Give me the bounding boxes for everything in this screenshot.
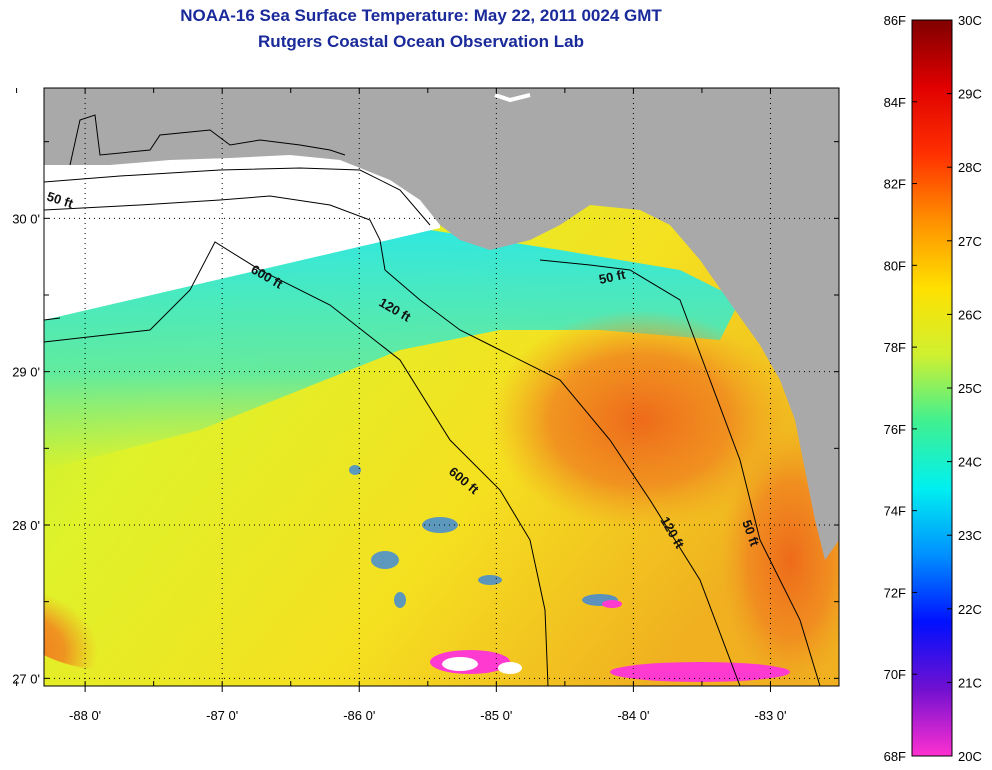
celsius-label: 28C: [958, 160, 982, 175]
celsius-label: 30C: [958, 13, 982, 28]
lon-tick-label: -86 0': [343, 708, 375, 723]
lat-tick-label: 28 0': [12, 518, 40, 533]
lon-tick-label: -83 0': [754, 708, 786, 723]
celsius-label: 27C: [958, 234, 982, 249]
celsius-label: 24C: [958, 455, 982, 470]
lat-tick-label: 29 0': [12, 365, 40, 380]
contour-600ft: [44, 241, 549, 686]
temperature-colorbar: 86F 84F 82F 80F 78F 76F 74F 72F 70F 68F 30C 29C 28C…: [884, 13, 982, 764]
fahrenheit-label: 82F: [884, 177, 906, 192]
celsius-label: 22C: [958, 602, 982, 617]
fahrenheit-label: 76F: [884, 422, 906, 437]
celsius-labels: 30C 29C 28C 27C 26C 25C 24C 23C 22C 21C 20C: [947, 13, 982, 764]
fahrenheit-label: 86F: [884, 13, 906, 28]
fahrenheit-label: 78F: [884, 340, 906, 355]
fahrenheit-label: 80F: [884, 258, 906, 273]
sst-imagery: [44, 88, 839, 686]
colorbar-bar: [911, 19, 953, 757]
cloud-mask: [430, 600, 790, 682]
contour-120ft-north: [44, 195, 386, 271]
lon-tick-label: -85 0': [480, 708, 512, 723]
celsius-label: 25C: [958, 381, 982, 396]
celsius-label: 29C: [958, 87, 982, 102]
lon-tick-label: -84 0': [617, 708, 649, 723]
celsius-label: 26C: [958, 307, 982, 322]
lat-tick-label: 27 0': [12, 671, 40, 686]
sst-map: -88 0' -87 0' -86 0' -85 0' -84 0' -83 0' 30 …: [12, 87, 840, 723]
fahrenheit-label: 68F: [884, 749, 906, 764]
lon-tick-label: -87 0': [206, 708, 238, 723]
map-title: NOAA-16 Sea Surface Temperature: May 22,…: [180, 6, 662, 25]
fahrenheit-label: 72F: [884, 585, 906, 600]
longitude-labels: -88 0' -87 0' -86 0' -85 0' -84 0' -83 0': [69, 708, 786, 723]
map-subtitle: Rutgers Coastal Ocean Observation Lab: [258, 32, 584, 51]
lon-tick-label: -88 0': [69, 708, 101, 723]
contour-120ft-mid: [384, 269, 741, 686]
celsius-label: 23C: [958, 528, 982, 543]
fahrenheit-label: 84F: [884, 95, 906, 110]
graticule: [16, 88, 839, 692]
celsius-label: 20C: [958, 749, 982, 764]
contour-50ft-east: [539, 259, 821, 686]
latitude-labels: 30 0' 29 0' 28 0' 27 0': [12, 211, 40, 686]
celsius-label: 21C: [958, 675, 982, 690]
fahrenheit-label: 70F: [884, 667, 906, 682]
contour-label: 50 ft: [598, 267, 628, 287]
map-border: [43, 87, 840, 687]
fahrenheit-label: 74F: [884, 504, 906, 519]
lat-tick-label: 30 0': [12, 211, 40, 226]
bathymetry-contours: [44, 167, 821, 686]
land-mass: [44, 88, 839, 560]
contour-50ft-north: [44, 167, 431, 226]
fahrenheit-labels: 86F 84F 82F 80F 78F 76F 74F 72F 70F 68F: [884, 13, 917, 764]
